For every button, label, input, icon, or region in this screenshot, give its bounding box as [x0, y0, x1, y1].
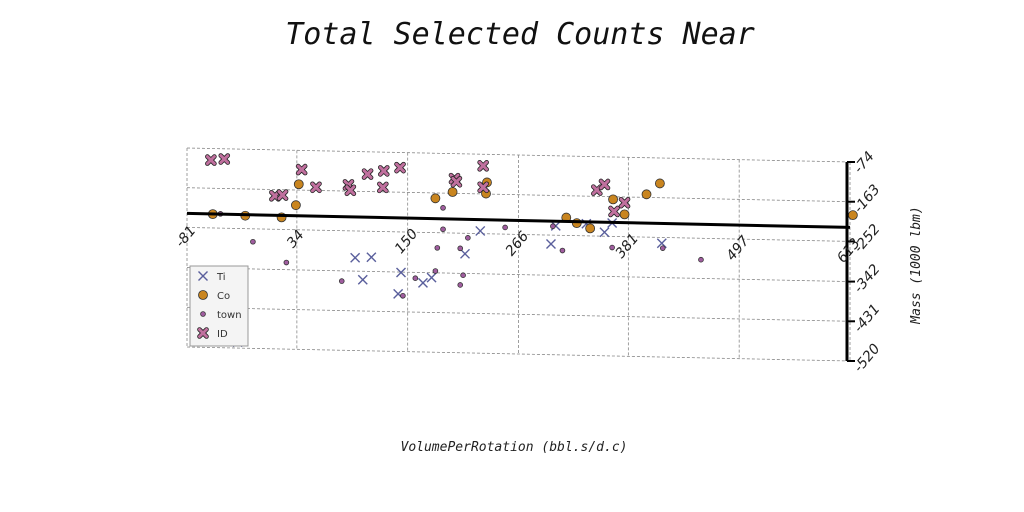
y-axis-label: Mass (1000 lbm) [909, 206, 924, 324]
point-town [457, 245, 464, 252]
point-id [344, 184, 357, 197]
point-co [619, 209, 630, 220]
point-co [291, 200, 301, 211]
legend-marker-co [198, 290, 208, 300]
point-ti [350, 252, 361, 263]
data-points [205, 153, 858, 348]
point-town [659, 245, 666, 251]
point-id [477, 160, 489, 172]
legend-marker-town [200, 311, 206, 317]
x-axis-line [186, 211, 851, 229]
y-grid-line [186, 187, 851, 203]
point-ti [366, 252, 377, 263]
y-tick-label: -163 [851, 182, 884, 217]
y-grid-line [186, 306, 851, 322]
point-co [654, 178, 665, 189]
point-ti [545, 239, 556, 250]
x-tick-label: 34 [284, 227, 308, 251]
point-ti [395, 267, 406, 278]
y-tick-label: -252 [851, 221, 884, 256]
legend-marker-id [197, 327, 209, 339]
y-tick-label: -431 [851, 301, 884, 336]
legend-label-co: Co [217, 291, 230, 302]
point-id [598, 178, 611, 191]
point-town [412, 275, 419, 282]
y-grid-line [186, 267, 851, 282]
legend: Ti Co town ID [189, 265, 249, 347]
point-id [310, 181, 322, 194]
x-tick-label: 150 [392, 226, 421, 257]
y-tick-label: -342 [851, 261, 884, 296]
point-ti [417, 277, 428, 288]
point-id [276, 189, 289, 201]
point-id [205, 154, 217, 166]
point-ti [460, 248, 470, 259]
x-tick-label: -81 [172, 223, 199, 251]
y-grid-line [186, 147, 851, 163]
x-tick-label: 497 [723, 233, 752, 264]
point-co [847, 210, 858, 221]
point-ti [426, 272, 437, 283]
point-ti [475, 225, 486, 236]
x-tick-label: 381 [613, 231, 642, 262]
legend-marker-ti [198, 271, 208, 281]
point-town [559, 247, 566, 254]
point-co [585, 223, 596, 234]
point-town [434, 245, 441, 251]
legend-label-ti: Ti [216, 272, 226, 283]
point-id [295, 163, 308, 176]
point-town [250, 238, 256, 245]
point-co [608, 194, 618, 205]
point-town [457, 282, 464, 288]
point-co [293, 179, 304, 190]
y-tick-label: -74 [851, 149, 878, 177]
x-tick-label: 266 [503, 228, 532, 259]
point-id [608, 205, 620, 218]
point-id [361, 168, 374, 180]
point-town [283, 259, 290, 266]
point-town [440, 226, 446, 233]
y-tick-labels: -74 -163 -252 -342 -431 -520 [851, 149, 884, 376]
point-town [465, 235, 471, 241]
chart-title: Total Selected Counts Near [285, 17, 755, 52]
point-town [440, 205, 446, 211]
point-id [450, 175, 463, 188]
y-grid-line [186, 346, 851, 362]
point-town [698, 256, 704, 263]
legend-label-town: town [217, 310, 242, 321]
point-co [447, 187, 458, 197]
point-town [338, 278, 345, 284]
point-co [641, 189, 652, 200]
point-ti [599, 227, 610, 238]
grid-lines [186, 147, 851, 362]
point-ti [656, 238, 667, 249]
axes [186, 161, 855, 362]
x-axis-label: VolumePerRotation (bbl.s/d.c) [401, 440, 628, 455]
point-id [477, 181, 489, 194]
point-ti [357, 274, 368, 285]
point-id [218, 153, 231, 165]
point-id [377, 181, 389, 194]
point-town [609, 244, 615, 251]
point-co [430, 193, 441, 204]
point-town [432, 268, 439, 274]
y-grid-line [186, 227, 851, 242]
point-town [460, 272, 466, 278]
y-tick-label: -520 [851, 341, 884, 376]
x-tick-labels: -81 34 150 266 381 497 613 [172, 223, 863, 266]
point-town [550, 223, 556, 230]
legend-label-id: ID [217, 329, 228, 340]
point-town [502, 224, 508, 231]
point-town [400, 292, 406, 299]
point-id [394, 161, 406, 174]
point-id [618, 196, 631, 209]
point-id [377, 165, 390, 177]
